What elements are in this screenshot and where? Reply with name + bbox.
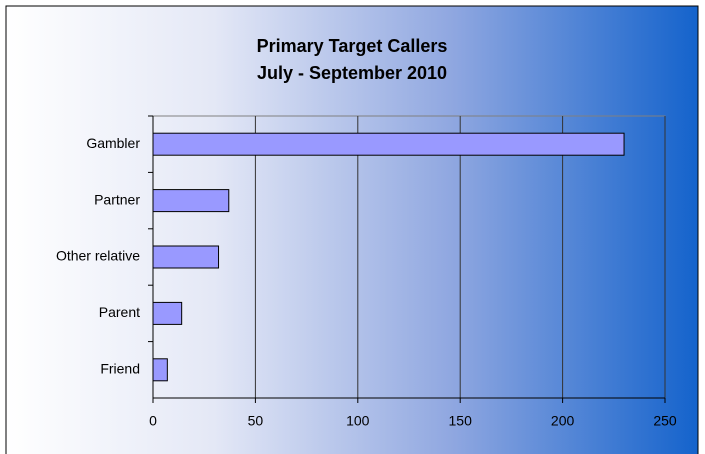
bar xyxy=(152,132,625,156)
y-tick-label: Gambler xyxy=(86,135,140,151)
chart-title: Primary Target Callers xyxy=(257,36,448,56)
bar xyxy=(152,245,220,269)
chart-background xyxy=(5,5,699,454)
y-tick-label: Partner xyxy=(94,191,140,207)
y-tick-label: Other relative xyxy=(56,248,140,264)
x-tick-label: 150 xyxy=(449,413,473,429)
chart-subtitle: July - September 2010 xyxy=(257,63,447,83)
x-tick-label: 0 xyxy=(149,413,157,429)
x-tick-label: 50 xyxy=(248,413,264,429)
y-tick-label: Parent xyxy=(99,304,140,320)
bar xyxy=(152,358,168,382)
x-tick-label: 100 xyxy=(346,413,370,429)
x-tick-label: 200 xyxy=(551,413,575,429)
x-tick-label: 250 xyxy=(653,413,677,429)
bar xyxy=(152,189,230,213)
bar xyxy=(152,301,183,325)
y-tick-label: Friend xyxy=(100,361,140,377)
